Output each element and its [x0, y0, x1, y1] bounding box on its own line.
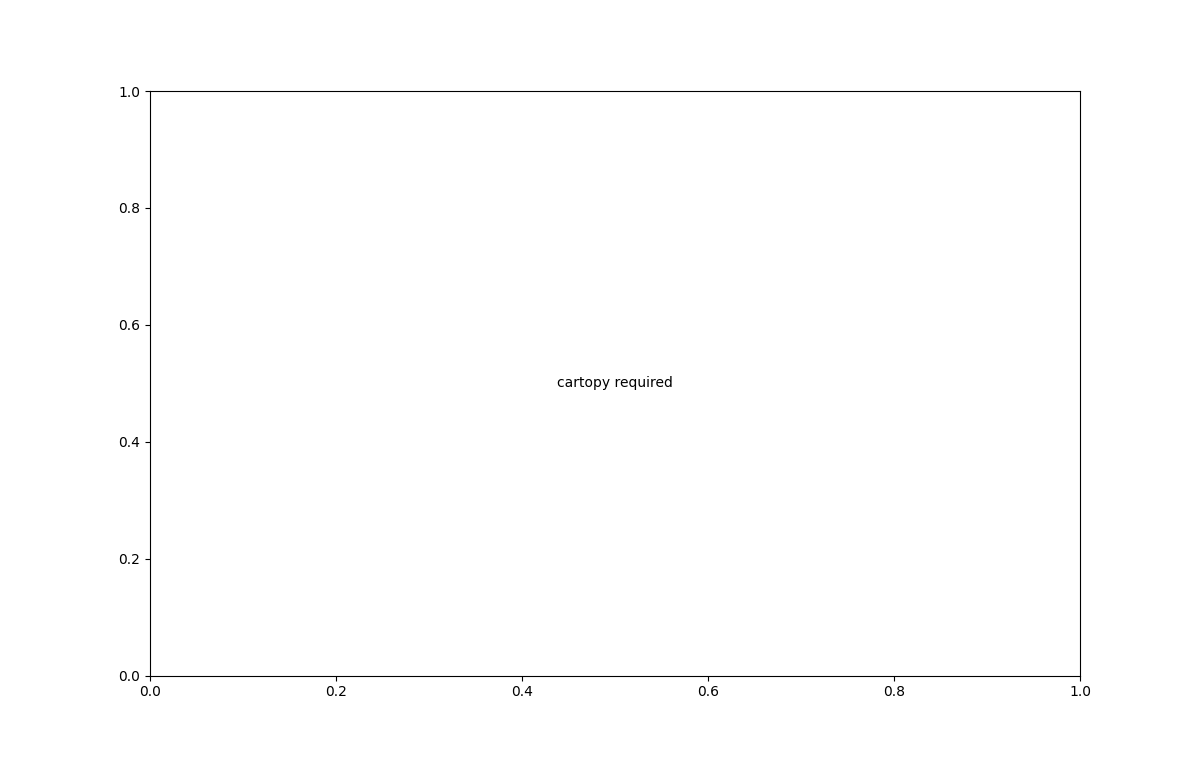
Text: cartopy required: cartopy required: [557, 376, 673, 390]
